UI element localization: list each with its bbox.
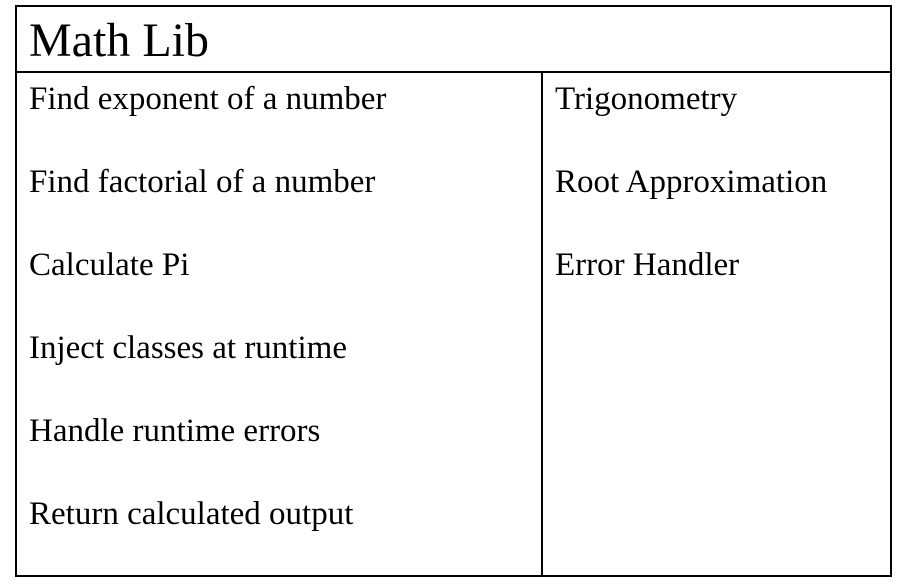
class-title: Math Lib <box>29 14 209 67</box>
responsibility-item: Return calculated output <box>29 496 354 532</box>
column-divider <box>541 73 543 575</box>
collaborator-item: Error Handler <box>555 247 740 283</box>
collaborator-item: Root Approximation <box>555 164 828 200</box>
responsibility-item: Inject classes at runtime <box>29 330 347 366</box>
responsibility-item: Find factorial of a number <box>29 164 376 200</box>
responsibilities-column: Find exponent of a number Find factorial… <box>29 73 534 575</box>
card-header: Math Lib <box>17 7 890 73</box>
responsibility-item: Find exponent of a number <box>29 81 387 117</box>
responsibility-item: Calculate Pi <box>29 247 190 283</box>
responsibility-item: Handle runtime errors <box>29 413 321 449</box>
collaborator-item: Trigonometry <box>555 81 738 117</box>
collaborators-column: Trigonometry Root Approximation Error Ha… <box>555 73 885 575</box>
class-card: Math Lib Find exponent of a number Find … <box>15 5 892 577</box>
